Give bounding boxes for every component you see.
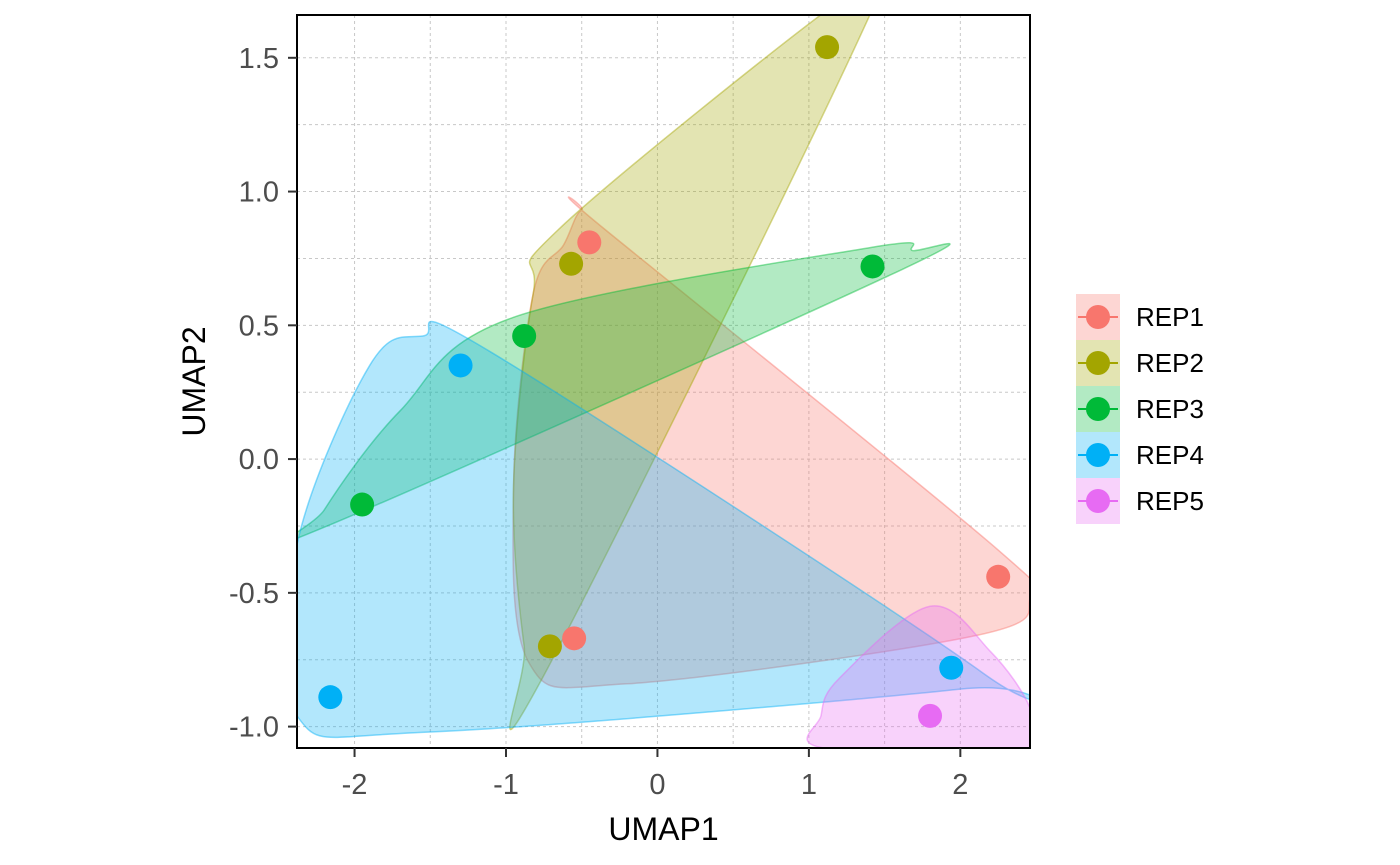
x-axis-title: UMAP1 (608, 811, 718, 847)
point-rep5 (918, 703, 943, 728)
legend: REP1 REP2 REP3 REP4 REP5 (1076, 294, 1204, 524)
x-tick-label: 0 (649, 769, 665, 801)
hull-rep2 (509, 15, 871, 731)
legend-item-rep4: REP4 (1076, 432, 1204, 478)
x-tick-label: -1 (493, 769, 519, 801)
hull-rep3 (297, 241, 951, 540)
x-tick-label: -2 (342, 769, 368, 801)
hull-rep5 (806, 605, 1030, 748)
legend-key-point (1086, 443, 1110, 467)
point-rep1 (562, 626, 587, 651)
legend-label: REP5 (1136, 486, 1204, 516)
y-tick-label: 1.0 (239, 177, 279, 209)
point-rep3 (350, 492, 375, 517)
legend-label: REP1 (1136, 302, 1204, 332)
series-hulls (297, 15, 1030, 748)
legend-key-point (1086, 351, 1110, 375)
y-tick-label: 0.5 (239, 310, 279, 342)
y-tick-label: -1.0 (229, 712, 279, 744)
grid-lines (297, 15, 1030, 748)
y-tick-label: 1.5 (239, 43, 279, 75)
legend-key-point (1086, 489, 1110, 513)
plot-panel-border (296, 14, 1031, 749)
legend-item-rep5: REP5 (1076, 478, 1204, 524)
y-tick-label: 0.0 (239, 444, 279, 476)
point-rep3 (860, 254, 885, 279)
point-rep3 (512, 324, 537, 349)
point-rep1 (577, 230, 602, 255)
point-rep2 (559, 251, 584, 276)
legend-label: REP3 (1136, 394, 1204, 424)
point-rep4 (939, 655, 964, 680)
legend-item-rep3: REP3 (1076, 386, 1204, 432)
point-rep4 (318, 685, 343, 710)
x-tick-label: 1 (801, 769, 817, 801)
legend-item-rep2: REP2 (1076, 340, 1204, 386)
legend-label: REP4 (1136, 440, 1204, 470)
point-rep2 (815, 35, 840, 60)
point-rep1 (986, 564, 1011, 589)
data-points (318, 35, 1011, 728)
y-tick-label: -0.5 (229, 578, 279, 610)
point-rep2 (537, 634, 562, 659)
legend-key-point (1086, 397, 1110, 421)
y-axis-title: UMAP2 (176, 326, 212, 436)
legend-label: REP2 (1136, 348, 1204, 378)
legend-key-point (1086, 305, 1110, 329)
point-rep4 (448, 353, 473, 378)
x-tick-label: 2 (952, 769, 968, 801)
legend-item-rep1: REP1 (1076, 294, 1204, 340)
hull-rep4 (297, 320, 1030, 739)
axes: -2 -1 0 1 2 -1.0 -0.5 0.0 0.5 1.0 1.5 (229, 43, 968, 801)
hull-rep1 (512, 196, 1030, 689)
